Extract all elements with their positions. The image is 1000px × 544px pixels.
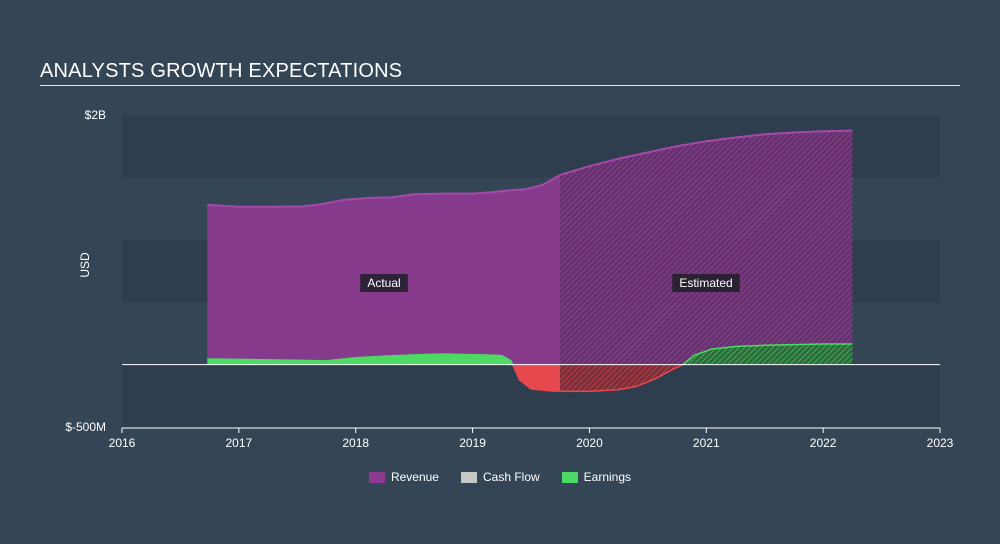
earnings-area-estimated-negative [560, 364, 683, 392]
earnings-line-actual-negative [511, 364, 561, 392]
actual-region-label-bg [360, 274, 408, 292]
earnings-line-estimated-positive [681, 343, 853, 365]
earnings-area-estimated-positive [560, 344, 853, 365]
x-tick-label-2020: 2020 [576, 436, 603, 450]
legend-label-earnings: Earnings [583, 470, 632, 484]
x-tick-label-2018: 2018 [342, 436, 369, 450]
actual-region-label-text: Actual [367, 276, 400, 290]
chart-title: ANALYSTS GROWTH EXPECTATIONS [40, 60, 403, 82]
revenue-line-estimated [559, 129, 853, 176]
earnings-line-actual-positive [207, 353, 514, 365]
legend-item-cash-flow[interactable]: Cash Flow [460, 470, 540, 484]
revenue-area-estimated [560, 130, 853, 365]
earnings-line-estimated-negative [560, 364, 685, 393]
revenue-line-actual [207, 174, 561, 208]
y-axis-label: USD [78, 252, 92, 278]
legend-swatch-revenue [368, 471, 385, 483]
chart-legend: Revenue Cash Flow Earnings [0, 470, 1000, 484]
x-tick-label-2023: 2023 [927, 436, 954, 450]
revenue-area-actual [207, 174, 561, 365]
earnings-area-actual-positive [207, 354, 561, 365]
legend-swatch-cash-flow [460, 471, 477, 483]
legend-item-revenue[interactable]: Revenue [368, 470, 439, 484]
estimated-region-label-text: Estimated [679, 276, 732, 290]
legend-swatch-earnings [561, 471, 578, 483]
legend-item-earnings[interactable]: Earnings [561, 470, 632, 484]
estimated-region-label: Estimated [672, 274, 740, 292]
x-tick-label-2017: 2017 [226, 436, 253, 450]
earnings-area-actual-negative [512, 364, 561, 392]
legend-label-revenue: Revenue [390, 470, 439, 484]
x-tick-label-2021: 2021 [693, 436, 720, 450]
estimated-region-label-bg [672, 274, 740, 292]
y-tick-label: $-500M [65, 420, 106, 434]
y-tick-label: $2B [85, 108, 106, 122]
x-tick-label-2022: 2022 [810, 436, 837, 450]
actual-region-label: Actual [360, 274, 408, 292]
title-divider [40, 85, 960, 86]
x-tick-label-2019: 2019 [459, 436, 486, 450]
x-tick-label-2016: 2016 [109, 436, 136, 450]
legend-label-cash-flow: Cash Flow [482, 470, 540, 484]
